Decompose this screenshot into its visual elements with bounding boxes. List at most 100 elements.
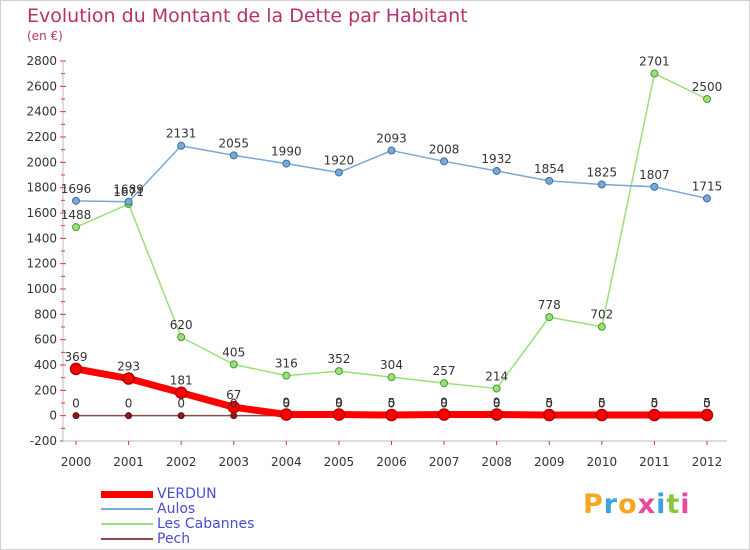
point-les-cabannes [440, 379, 449, 388]
point-verdun [543, 408, 556, 422]
y-tick-label: 2200 [26, 130, 57, 144]
data-label-aulos: 1715 [692, 179, 723, 193]
chart-title: Evolution du Montant de la Dette par Hab… [27, 5, 468, 27]
data-label-les-cabannes: 405 [222, 345, 245, 359]
data-label-pech: 0 [230, 397, 238, 411]
x-tick-label: 2001 [113, 455, 144, 469]
x-tick-label: 2010 [587, 455, 618, 469]
data-label-les-cabannes: 2701 [639, 55, 670, 69]
point-verdun [595, 408, 609, 422]
data-label-aulos: 1807 [639, 168, 670, 182]
point-les-cabannes [545, 313, 554, 322]
data-label-verdun: 181 [170, 374, 193, 388]
data-label-verdun: 293 [117, 360, 140, 374]
data-label-aulos: 1920 [324, 153, 355, 167]
y-tick-label: 1000 [26, 282, 57, 296]
y-tick-label: 200 [34, 383, 57, 397]
point-aulos [650, 182, 659, 191]
data-label-aulos: 2131 [166, 127, 197, 141]
data-label-aulos: 1696 [61, 182, 92, 196]
y-tick-label: 2600 [26, 79, 57, 93]
data-label-verdun: 5 [651, 396, 659, 410]
data-label-verdun: 9 [440, 396, 448, 410]
y-tick-label: 600 [34, 333, 57, 347]
logo-letter: i [680, 489, 691, 520]
x-tick-label: 2011 [639, 455, 670, 469]
point-aulos [124, 197, 133, 206]
point-les-cabannes [229, 360, 238, 369]
y-tick-label: 1800 [26, 181, 57, 195]
data-label-les-cabannes: 2500 [692, 80, 723, 94]
data-label-pech: 0 [651, 397, 659, 411]
series-points [69, 69, 714, 422]
data-label-aulos: 2055 [218, 136, 249, 150]
data-label-les-cabannes: 1671 [113, 185, 144, 199]
point-aulos [282, 159, 291, 168]
point-aulos [229, 151, 238, 160]
point-pech [177, 412, 185, 420]
x-tick-label: 2002 [166, 455, 197, 469]
x-tick-label: 2005 [324, 455, 355, 469]
legend-swatch [101, 508, 153, 510]
point-verdun [437, 408, 451, 421]
y-tick-label: 0 [49, 409, 57, 423]
point-aulos [545, 176, 554, 185]
data-label-aulos: 1990 [271, 145, 302, 159]
data-label-aulos: 1932 [481, 152, 512, 166]
x-tick-label: 2004 [271, 455, 302, 469]
point-pech [72, 412, 80, 420]
point-verdun [385, 408, 398, 422]
legend-label: Les Cabannes [157, 516, 255, 532]
point-verdun [332, 408, 346, 421]
data-label-verdun: 5 [703, 396, 711, 410]
point-pech [125, 412, 133, 420]
data-label-les-cabannes: 257 [433, 364, 456, 378]
data-label-pech: 0 [440, 397, 448, 411]
data-label-verdun: 5 [545, 396, 553, 410]
data-label-les-cabannes: 620 [170, 318, 193, 332]
x-tick-label: 2007 [429, 455, 460, 469]
data-label-verdun: 67 [226, 388, 241, 402]
x-tick-label: 2008 [481, 455, 512, 469]
data-label-les-cabannes: 1488 [61, 208, 92, 222]
x-axis: 2000 2001 2002 2003 2004 2005 2006 2007 2008 2009… [61, 440, 727, 469]
data-label-pech: 0 [72, 397, 80, 411]
point-aulos [703, 194, 711, 203]
data-label-verdun: 9 [493, 396, 501, 410]
data-label-aulos: 1854 [534, 162, 565, 176]
logo-letter: r [603, 489, 619, 520]
y-tick-label: 2800 [26, 54, 57, 68]
proxiti-logo: Proxiti [583, 489, 691, 520]
data-label-pech: 0 [125, 397, 133, 411]
y-tick-label: -200 [30, 434, 57, 448]
point-les-cabannes [387, 373, 396, 382]
point-verdun [227, 400, 240, 414]
point-les-cabannes [597, 322, 606, 331]
point-aulos [72, 196, 80, 205]
data-label-les-cabannes: 352 [327, 352, 350, 366]
legend-swatch [101, 523, 153, 525]
data-label-pech: 0 [598, 397, 606, 411]
x-tick-label: 2012 [692, 455, 723, 469]
logo-letter: P [583, 489, 604, 520]
x-tick-label: 2000 [61, 455, 92, 469]
point-les-cabannes [72, 223, 80, 232]
point-aulos [177, 141, 186, 150]
data-label-pech: 0 [545, 397, 553, 411]
point-aulos [387, 146, 396, 155]
x-tick-label: 2003 [218, 455, 249, 469]
point-pech [230, 412, 238, 420]
y-tick-label: 800 [34, 307, 57, 321]
point-aulos [334, 168, 343, 177]
y-tick-label: 2000 [26, 155, 57, 169]
point-verdun [280, 408, 293, 421]
point-aulos [597, 180, 606, 189]
data-label-verdun: 5 [388, 396, 396, 410]
logo-letter: x [637, 489, 657, 520]
series-labels: 0 0 0 0 0 0 0 0 0 0 0 0 0 1488 1671 620 405 316 352 304 257 2… [61, 55, 723, 411]
point-les-cabannes [703, 95, 711, 103]
logo-letter: o [618, 489, 638, 520]
point-aulos [492, 166, 501, 175]
